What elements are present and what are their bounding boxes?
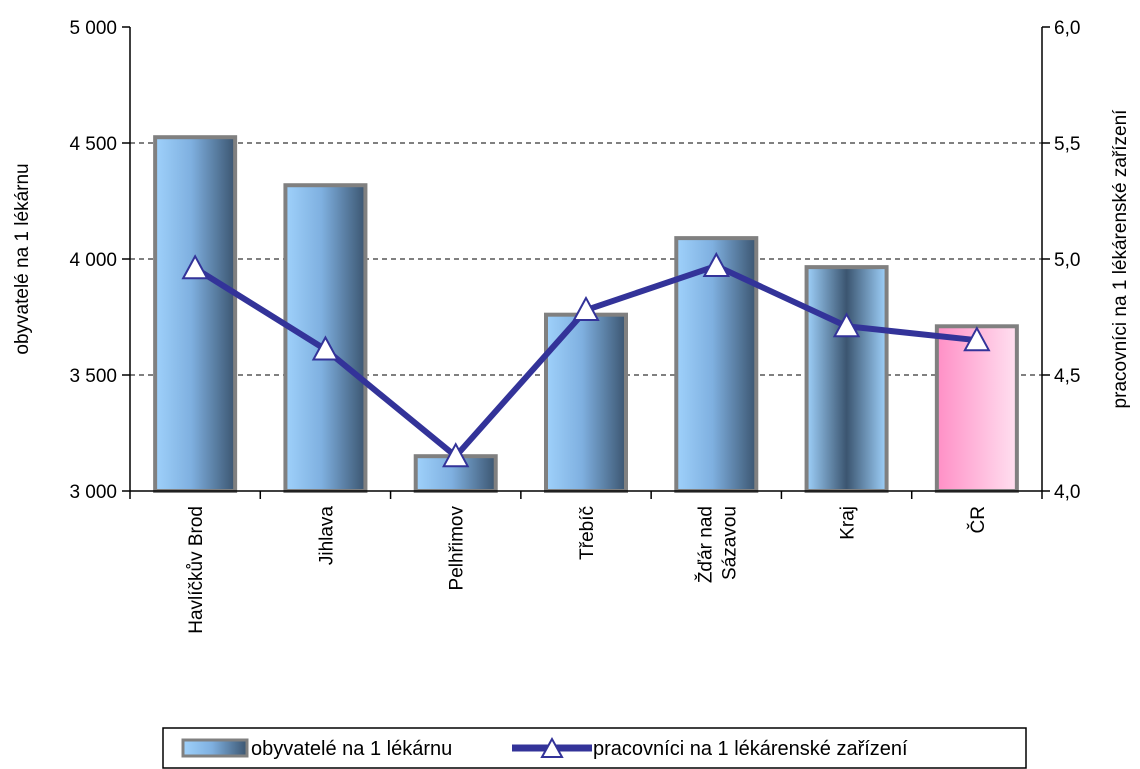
line-marker: [832, 312, 861, 338]
x-tick-label: Kraj: [838, 506, 859, 540]
y-left-tick-label: 4 000: [69, 250, 117, 271]
y-left-tick-label: 4 500: [69, 134, 117, 155]
y-left-tick-label: 5 000: [69, 18, 117, 39]
y-right-tick-label: 5,0: [1054, 250, 1080, 271]
legend-triangle-marker: [540, 736, 564, 758]
line-series: [181, 251, 991, 468]
y-right-tick-label: 4,5: [1054, 366, 1080, 387]
x-tick-label: Žďár nad Sázavou: [694, 506, 740, 583]
x-tick-label: Pelhřimov: [447, 506, 468, 591]
gridlines: [130, 142, 1042, 376]
y-right-axis-title: pracovníci na 1 lékárenské zařízení: [1110, 109, 1131, 409]
line-marker: [442, 442, 470, 468]
line-marker: [702, 251, 730, 277]
legend-line-label: pracovníci na 1 lékárenské zařízení: [593, 738, 908, 760]
x-tick-label: Havlíčkův Brod: [186, 506, 207, 634]
x-tick-label: ČR: [967, 506, 989, 533]
y-right-tick-label: 5,5: [1054, 134, 1080, 155]
line-marker: [572, 295, 600, 322]
axis-labels: obyvatelé na 1 lékárnu pracovníci na 1 l…: [12, 109, 1131, 409]
legend-bar-label: obyvatelé na 1 lékárnu: [251, 738, 452, 760]
y-right-tick-label: 4,0: [1054, 482, 1080, 503]
legend-bar-swatch: [181, 738, 249, 758]
y-left-tick-label: 3 500: [69, 366, 117, 387]
bar: [804, 265, 889, 493]
bar: [934, 324, 1019, 493]
bar: [153, 135, 238, 493]
line-marker: [963, 326, 991, 352]
legend-box: [162, 727, 1027, 769]
axes: 3 000 3 500 4 000 4 500 5 000 4,0 4,5 5,0 5,5 6,0…: [69, 18, 1080, 634]
y-left-axis-title: obyvatelé na 1 lékárnu: [12, 163, 33, 354]
x-tick-label: Třebíč: [577, 506, 598, 560]
legend: obyvatelé na 1 lékárnu pracovníci na 1 l…: [162, 727, 1027, 769]
line-marker: [311, 335, 340, 361]
y-left-tick-label: 3 000: [69, 482, 117, 503]
line-marker: [181, 254, 209, 280]
y-right-tick-label: 6,0: [1054, 18, 1080, 39]
x-tick-label: Jihlava: [316, 506, 337, 566]
